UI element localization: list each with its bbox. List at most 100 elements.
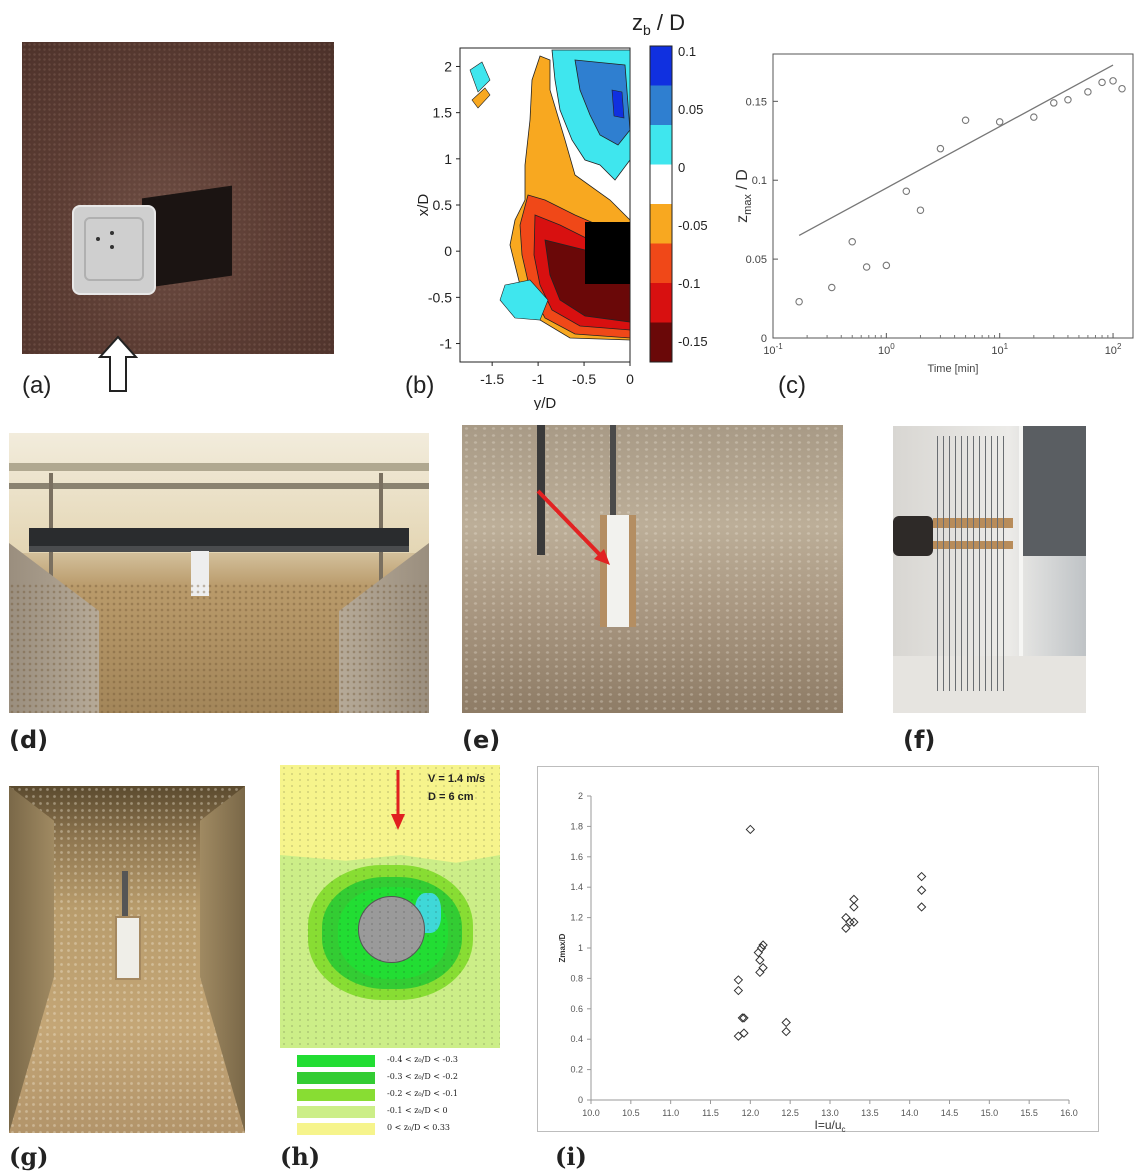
c-ylabel: zmax / D (734, 169, 754, 223)
panel-label-g: (g) (9, 1142, 49, 1171)
photo-g-flume-with-pier (9, 786, 245, 1133)
i-ytick-label: 2 (578, 791, 583, 801)
contour-cyan-small (469, 61, 491, 93)
b-ytick-label: -1 (440, 336, 453, 352)
probe-rod (537, 425, 545, 555)
i-data-point (781, 1017, 791, 1028)
i-data-point (755, 967, 765, 978)
c-data-point (1098, 78, 1106, 87)
b-yticks: 2 1.5 1 0.5 0 -0.5 -1 (428, 58, 460, 352)
i-data-point (733, 985, 744, 996)
c-data-point (1030, 113, 1038, 121)
c-data-point (1064, 96, 1072, 104)
colorbar-tick-label: -0.1 (678, 276, 700, 291)
i-xtick-label: 15.5 (1020, 1108, 1038, 1118)
c-xtick-label: 101 (991, 342, 1008, 357)
colorbar-swatch (650, 243, 672, 283)
b-ytick-label: 1 (444, 151, 452, 167)
photo-e-pier-in-flow (462, 425, 843, 713)
i-xtick-label: 12.0 (742, 1108, 760, 1118)
colorbar: 0.1 0.05 0 -0.05 -0.1 -0.15 (649, 44, 708, 363)
i-data-point (845, 917, 855, 927)
i-xtick-label: 10.0 (582, 1108, 600, 1118)
c-data-point (902, 187, 911, 196)
c-data-point (848, 238, 856, 246)
i-data-point (733, 1031, 744, 1041)
colorbar-tick-label: 0.1 (678, 44, 696, 59)
velocity-text: V = 1.4 m/s (428, 773, 486, 785)
c-data-point (1050, 99, 1058, 107)
i-data-point (841, 912, 851, 923)
pier-top (72, 205, 156, 295)
i-ytick-label: 1.6 (570, 852, 583, 862)
panel-label-h: (h) (280, 1142, 321, 1171)
panel-label-b: (b) (405, 372, 435, 399)
c-data-point (995, 118, 1004, 126)
b-ytick-label: 1.5 (433, 105, 453, 121)
i-data-point (756, 943, 767, 953)
legend-label: -0.1 < z₀/D < 0 (387, 1106, 448, 1115)
i-data-point (737, 1013, 748, 1023)
legend-row: -0.2 < z₀/D < -0.1 (297, 1089, 477, 1103)
c-data-point (828, 283, 836, 292)
chart-i-zmax-vs-intensity: 0 0.2 0.4 0.6 0.8 1 1.2 1.4 1.6 1.8 2 10.0 10.5 11.0 1… (558, 791, 1078, 1132)
contour-deep-blue (611, 89, 625, 119)
i-xtick-label: 12.5 (781, 1108, 799, 1118)
legend-swatch (297, 1072, 375, 1084)
i-xtick-label: 11.0 (662, 1108, 679, 1118)
carriage-beam (29, 528, 409, 546)
i-xtick-label: 15.0 (981, 1108, 999, 1118)
colorbar-swatch (650, 125, 672, 165)
pier-square (585, 222, 630, 284)
panel-label-e: (e) (462, 726, 501, 754)
i-ytick-label: 1.2 (570, 913, 583, 923)
i-data-point (916, 885, 927, 895)
axis-xlabel-b: y/D (534, 395, 557, 410)
colorbar-swatch (650, 322, 672, 362)
i-xtick-label: 14.0 (901, 1108, 919, 1118)
colorbar-tick-label: -0.05 (678, 218, 708, 233)
chart-c-zmax-vs-time: 0 0.05 0.1 0.15 10-1 100 101 102 Time [min] zmax … (734, 53, 1134, 375)
c-data-point (1118, 84, 1126, 93)
c-data-point (936, 144, 945, 153)
pier-cylinder (191, 551, 209, 596)
colorbar-swatch (650, 85, 672, 125)
contour-cyan-lower (499, 279, 549, 321)
panel-h-scour-map: V = 1.4 m/s D = 6 cm (280, 765, 500, 1048)
c-data-point (882, 261, 891, 270)
legend-label: 0 < z₀/D < 0.33 (387, 1123, 451, 1132)
axis-ylabel-b: x/D (415, 194, 432, 217)
panel-label-c: (c) (778, 372, 806, 399)
legend-label: -0.2 < z₀/D < -0.1 (387, 1089, 458, 1098)
colorbar-swatch (650, 283, 672, 323)
colorbar-title: zb / D (632, 10, 685, 38)
i-data-point (745, 824, 756, 835)
legend-swatch (297, 1123, 375, 1135)
i-data-point (849, 917, 859, 927)
b-ytick-label: 2 (444, 58, 452, 74)
c-xtick-label: 10-1 (763, 342, 783, 357)
i-data-point (758, 963, 768, 973)
b-ytick-label: -0.5 (428, 289, 452, 305)
legend-swatch (297, 1106, 375, 1118)
colorbar-swatch (650, 46, 672, 86)
c-xtick-label: 102 (1105, 342, 1122, 357)
i-xtick-label: 11.5 (702, 1108, 719, 1118)
i-ytick-label: 1 (578, 943, 583, 953)
c-ytick-label: 0 (761, 333, 767, 345)
panel-label-f: (f) (903, 726, 936, 754)
i-ytick-label: 0.8 (570, 973, 583, 983)
b-xtick-label: -1 (532, 371, 545, 387)
pier-circle (358, 896, 425, 963)
colorbar-swatch (650, 204, 672, 244)
colorbar-tick-label: 0 (678, 160, 685, 175)
chart-c-frame (772, 53, 1134, 339)
i-xlabel: I=u/uc (814, 1118, 845, 1132)
c-data-point (795, 297, 803, 306)
diameter-text: D = 6 cm (428, 791, 474, 803)
legend-label: -0.4 < z₀/D < -0.3 (387, 1055, 458, 1064)
b-xtick-label: -1.5 (480, 371, 504, 387)
pier-rod (122, 871, 128, 921)
i-xtick-label: 13.5 (861, 1108, 879, 1118)
c-fit-line (798, 64, 1114, 237)
